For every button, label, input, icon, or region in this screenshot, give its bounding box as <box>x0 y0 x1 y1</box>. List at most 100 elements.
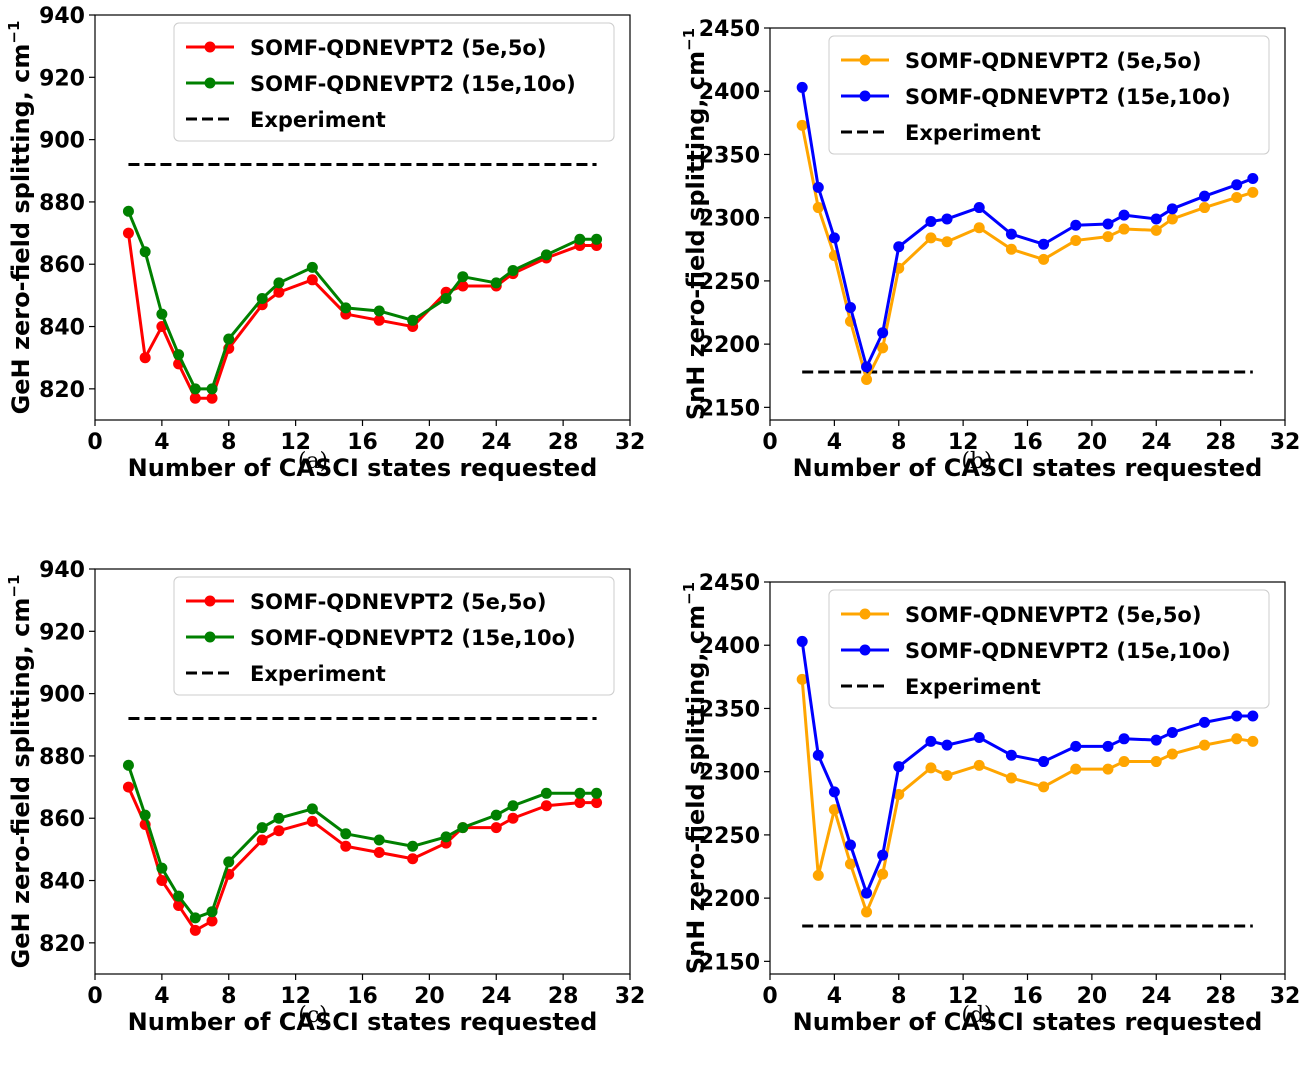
x-tick-label: 32 <box>1270 984 1301 1009</box>
x-axis-label: Number of CASCI states requested <box>128 1008 598 1036</box>
data-point-2 <box>828 786 840 798</box>
x-tick-label: 8 <box>891 984 906 1009</box>
data-point-2 <box>796 635 808 647</box>
data-point-1 <box>893 788 905 800</box>
data-point-1 <box>1070 763 1082 775</box>
data-point-1 <box>812 202 824 214</box>
legend-marker <box>204 77 216 89</box>
data-point-2 <box>1038 756 1050 768</box>
x-tick-label: 12 <box>280 430 311 455</box>
data-point-1 <box>1166 748 1178 760</box>
data-point-1 <box>828 804 840 816</box>
y-tick-label: 880 <box>39 745 85 770</box>
y-tick-label: 920 <box>39 620 85 645</box>
data-point-1 <box>812 869 824 881</box>
data-point-1 <box>373 847 385 858</box>
data-point-2 <box>1150 734 1162 746</box>
data-point-2 <box>1038 238 1050 250</box>
data-point-2 <box>1231 179 1243 191</box>
data-point-1 <box>490 822 502 834</box>
data-point-2 <box>812 181 824 193</box>
x-tick-label: 24 <box>481 984 512 1009</box>
legend-marker <box>204 631 216 643</box>
data-point-2 <box>540 787 552 799</box>
data-point-2 <box>1070 740 1082 752</box>
data-point-2 <box>1199 190 1211 202</box>
panel-caption: (a) <box>298 449 328 474</box>
y-tick-label: 2450 <box>699 17 760 42</box>
legend: SOMF-QDNEVPT2 (5e,5o) SOMF-QDNEVPT2 (15e,… <box>828 589 1270 709</box>
x-tick-label: 8 <box>221 430 236 455</box>
x-tick-label: 28 <box>548 430 579 455</box>
x-tick-label: 24 <box>1141 984 1172 1009</box>
data-point-2 <box>591 233 603 245</box>
data-point-1 <box>591 797 603 809</box>
data-point-1 <box>156 875 168 887</box>
data-point-1 <box>1038 781 1050 793</box>
data-point-1 <box>1150 224 1162 236</box>
data-point-1 <box>796 119 808 131</box>
x-tick-label: 8 <box>891 430 906 455</box>
legend: SOMF-QDNEVPT2 (5e,5o) SOMF-QDNEVPT2 (15e,… <box>173 22 615 142</box>
x-tick-label: 4 <box>154 430 169 455</box>
legend-label: Experiment <box>250 108 386 132</box>
y-tick-label: 2250 <box>699 270 760 295</box>
data-point-1 <box>925 762 937 774</box>
data-point-2 <box>507 264 519 276</box>
data-point-2 <box>941 739 953 751</box>
panel-b: 0 4 8 12 16 20 24 28 32 2150 2200 2250 2300 2350 2400 2… <box>680 17 1300 482</box>
x-tick-label: 16 <box>1012 430 1043 455</box>
data-point-2 <box>122 759 134 771</box>
data-point-2 <box>206 906 218 918</box>
panel-caption: (b) <box>961 449 992 474</box>
panel-caption: (d) <box>961 1003 992 1028</box>
y-axis-label: SnH zero-field splitting, cm−1 <box>680 28 710 420</box>
legend-label: SOMF-QDNEVPT2 (15e,10o) <box>905 85 1231 109</box>
data-point-2 <box>1118 209 1130 221</box>
data-point-1 <box>877 868 889 880</box>
data-point-2 <box>256 293 268 304</box>
data-point-2 <box>812 749 824 761</box>
data-point-2 <box>373 834 385 846</box>
data-point-2 <box>340 302 352 314</box>
data-point-2 <box>1102 740 1114 752</box>
y-tick-label: 900 <box>39 129 85 154</box>
data-point-2 <box>861 887 873 899</box>
y-tick-label: 2350 <box>699 697 760 722</box>
data-point-1 <box>1118 756 1130 768</box>
data-point-1 <box>173 899 185 911</box>
data-point-2 <box>156 862 168 874</box>
x-tick-label: 20 <box>1077 430 1108 455</box>
data-point-2 <box>828 232 840 244</box>
data-point-2 <box>574 787 586 799</box>
y-tick-label: 840 <box>39 316 85 341</box>
data-point-2 <box>877 327 889 339</box>
x-tick-label: 24 <box>481 430 512 455</box>
data-point-1 <box>507 812 519 824</box>
legend-label: SOMF-QDNEVPT2 (15e,10o) <box>250 72 576 96</box>
x-axis-label: Number of CASCI states requested <box>793 454 1263 482</box>
x-tick-label: 28 <box>548 984 579 1009</box>
y-tick-label: 2350 <box>699 143 760 168</box>
data-point-1 <box>941 236 953 248</box>
data-point-2 <box>340 828 352 840</box>
data-point-1 <box>1199 739 1211 751</box>
data-point-2 <box>256 822 268 834</box>
legend-marker <box>204 41 216 53</box>
data-point-2 <box>440 831 452 843</box>
data-point-2 <box>925 735 937 747</box>
x-tick-label: 20 <box>414 430 445 455</box>
data-point-2 <box>574 233 586 245</box>
data-point-1 <box>273 286 285 298</box>
data-point-1 <box>1150 756 1162 768</box>
y-tick-label: 820 <box>39 932 85 957</box>
series-line-1 <box>800 679 1254 914</box>
data-point-2 <box>139 246 151 258</box>
data-point-1 <box>1247 186 1259 198</box>
data-point-1 <box>1247 735 1259 747</box>
data-point-2 <box>1247 710 1259 722</box>
data-point-2 <box>306 261 318 273</box>
y-tick-label: 820 <box>39 378 85 403</box>
data-point-1 <box>189 924 201 936</box>
data-point-1 <box>340 840 352 852</box>
